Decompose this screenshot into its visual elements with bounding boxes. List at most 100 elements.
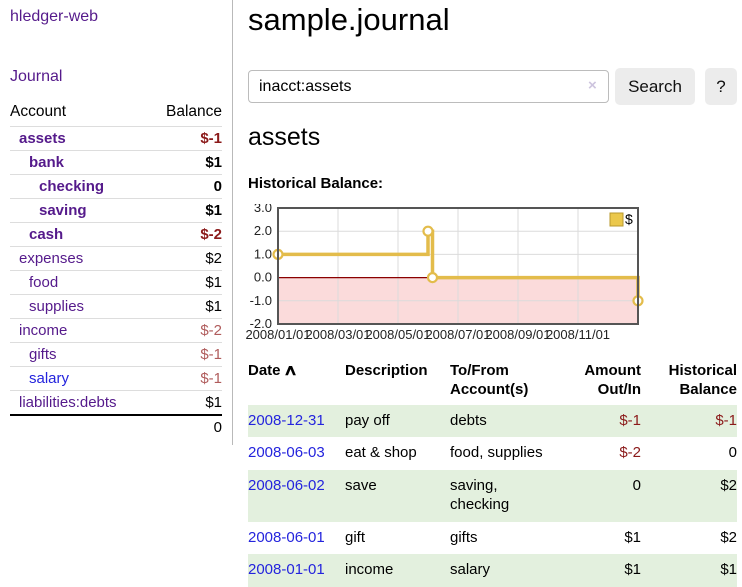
y-tick-label: 3.0 bbox=[254, 204, 272, 215]
x-tick-label: 2008/03/01 bbox=[305, 327, 370, 342]
accounts-header-row: Account Balance bbox=[10, 100, 222, 127]
register-amount: $1 bbox=[624, 561, 641, 579]
account-link[interactable]: expenses bbox=[19, 250, 84, 267]
register-amount: $1 bbox=[624, 528, 641, 546]
register-header-row: Date ∧ Description To/From Account(s) Am… bbox=[248, 360, 737, 405]
account-balance: $-1 bbox=[148, 126, 222, 151]
help-button[interactable]: ? bbox=[705, 68, 737, 105]
register-balance: $2 bbox=[720, 477, 737, 494]
register-date-link[interactable]: 2008-01-01 bbox=[248, 561, 325, 579]
account-balance: $1 bbox=[148, 150, 222, 175]
data-point-marker bbox=[426, 271, 439, 284]
account-balance: $-1 bbox=[148, 366, 222, 391]
register-description: eat & shop bbox=[345, 444, 417, 462]
account-link[interactable]: saving bbox=[39, 202, 87, 219]
account-link[interactable]: checking bbox=[39, 178, 105, 195]
x-tick-label: 2008/01/01 bbox=[245, 327, 310, 342]
register-date-link[interactable]: 2008-06-01 bbox=[248, 528, 325, 546]
account-balance: $2 bbox=[148, 246, 222, 271]
y-tick-label: 1.0 bbox=[254, 246, 272, 261]
register-balance: $2 bbox=[720, 528, 737, 546]
main-panel: sample.journal × Search ? assets Histori… bbox=[245, 0, 738, 587]
register-description: pay off bbox=[345, 411, 390, 429]
search-input[interactable] bbox=[248, 70, 609, 103]
search-form: × Search ? bbox=[248, 68, 738, 106]
app-title-link[interactable]: hledger-web bbox=[10, 8, 99, 25]
account-row: cash $-2 bbox=[10, 222, 222, 247]
x-tick-label: 2008/09/01 bbox=[485, 327, 550, 342]
x-tick-label: 2008/07/01 bbox=[425, 327, 490, 342]
account-balance: $-2 bbox=[148, 222, 222, 247]
account-link[interactable]: cash bbox=[29, 226, 64, 243]
account-link[interactable]: gifts bbox=[29, 346, 57, 363]
account-row: saving $1 bbox=[10, 198, 222, 223]
register-date-link[interactable]: 2008-12-31 bbox=[248, 411, 325, 429]
account-link[interactable]: supplies bbox=[29, 298, 85, 315]
table-row: 2008-06-02 save saving, checking 0 $2 bbox=[248, 470, 737, 522]
y-tick-label: -1.0 bbox=[250, 293, 272, 308]
register-header-accounts: To/From Account(s) bbox=[450, 362, 529, 398]
search-button[interactable]: Search bbox=[615, 68, 695, 105]
register-table: Date ∧ Description To/From Account(s) Am… bbox=[248, 360, 737, 587]
account-balance: $1 bbox=[148, 294, 222, 319]
register-accounts: food, supplies bbox=[450, 444, 543, 462]
account-row: gifts $-1 bbox=[10, 342, 222, 367]
account-heading: assets bbox=[248, 123, 321, 151]
accounts-total-value: 0 bbox=[148, 414, 222, 439]
account-link[interactable]: salary bbox=[29, 370, 70, 387]
account-row: supplies $1 bbox=[10, 294, 222, 319]
account-balance: $-1 bbox=[148, 342, 222, 367]
register-accounts: saving, checking bbox=[450, 477, 510, 513]
chart-border bbox=[277, 207, 639, 325]
y-tick-label: -2.0 bbox=[250, 316, 272, 331]
sidebar-item-journal[interactable]: Journal bbox=[10, 68, 63, 85]
table-row: 2008-12-31 pay off debts $-1 $-1 bbox=[248, 404, 737, 438]
balance-chart-svg: $3.0 2.0 1.0 0.0 -1.0 -2.02008/01/012008/03/0… bbox=[245, 200, 644, 342]
account-link[interactable]: bank bbox=[29, 154, 65, 171]
register-accounts: salary bbox=[450, 561, 491, 579]
account-link[interactable]: liabilities:debts bbox=[19, 394, 117, 411]
chart-title: Historical Balance: bbox=[248, 175, 384, 192]
register-date-link[interactable]: 2008-06-02 bbox=[248, 477, 325, 494]
account-row: bank $1 bbox=[10, 150, 222, 175]
register-description: save bbox=[345, 477, 377, 494]
register-description: gift bbox=[345, 528, 366, 546]
register-balance: 0 bbox=[728, 444, 737, 462]
y-tick-label: 2.0 bbox=[254, 223, 272, 238]
account-row: liabilities:debts $1 bbox=[10, 390, 222, 415]
register-accounts: gifts bbox=[450, 528, 478, 546]
register-header-balance: Historical Balance bbox=[668, 362, 737, 398]
account-balance: $-2 bbox=[148, 318, 222, 343]
legend-label: $ bbox=[625, 211, 633, 227]
legend-swatch bbox=[609, 212, 624, 227]
accounts-table: Account Balance assets $-1 bank $1 checking 0… bbox=[10, 100, 222, 439]
account-balance: $1 bbox=[148, 198, 222, 223]
account-row: expenses $2 bbox=[10, 246, 222, 271]
register-date-link[interactable]: 2008-06-03 bbox=[248, 444, 325, 462]
accounts-total-row: 0 bbox=[10, 414, 222, 439]
y-tick-label: 0.0 bbox=[254, 270, 272, 285]
register-header-date[interactable]: Date ∧ bbox=[248, 362, 298, 379]
accounts-header-balance: Balance bbox=[165, 103, 222, 120]
account-row: income $-2 bbox=[10, 318, 222, 343]
account-balance: 0 bbox=[148, 174, 222, 199]
clear-search-icon[interactable]: × bbox=[588, 77, 597, 94]
table-row: 2008-06-01 gift gifts $1 $2 bbox=[248, 522, 737, 555]
page-title: sample.journal bbox=[248, 2, 450, 37]
register-balance: $1 bbox=[720, 561, 737, 579]
historical-balance-chart: $3.0 2.0 1.0 0.0 -1.0 -2.0 2008/01/01 2008/03/0… bbox=[238, 200, 650, 350]
account-balance: $1 bbox=[148, 270, 222, 295]
account-link[interactable]: income bbox=[19, 322, 68, 339]
data-point-marker bbox=[422, 225, 434, 237]
account-link[interactable]: assets bbox=[19, 130, 66, 147]
account-row: assets $-1 bbox=[10, 126, 222, 151]
register-header-description: Description bbox=[345, 362, 428, 379]
x-tick-label: 2008/11/01 bbox=[546, 327, 610, 342]
register-description: income bbox=[345, 561, 394, 579]
register-amount: $-1 bbox=[619, 411, 641, 429]
register-amount: $-2 bbox=[619, 444, 641, 462]
register-balance: $-1 bbox=[715, 411, 737, 429]
account-row: checking 0 bbox=[10, 174, 222, 199]
account-link[interactable]: food bbox=[29, 274, 59, 291]
x-tick-label: 2008/05/01 bbox=[365, 327, 430, 342]
